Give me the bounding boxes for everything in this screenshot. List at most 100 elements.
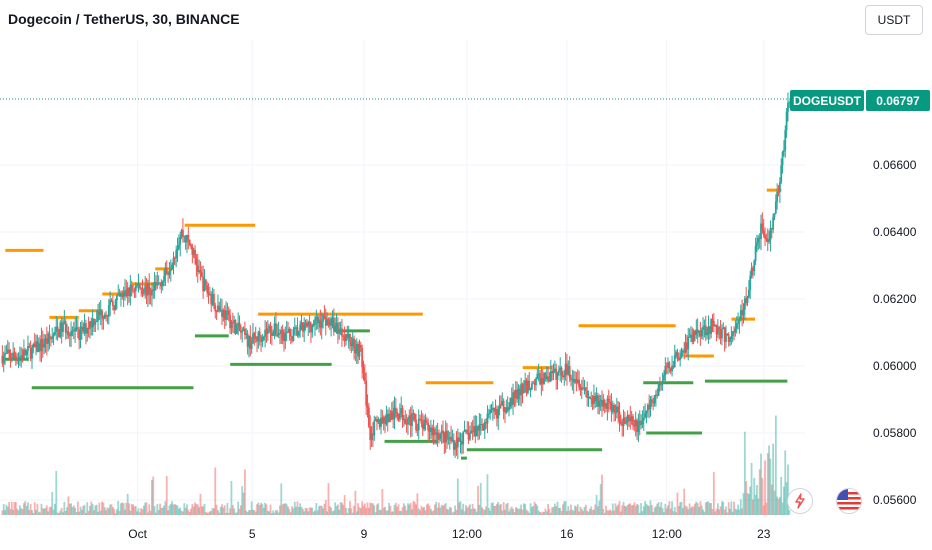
lightning-icon[interactable] [787,488,813,514]
candle-body [249,335,252,349]
candle-body [285,331,288,333]
candle-body [354,348,357,354]
volume-bar [587,511,590,515]
volume-bar [730,501,733,515]
volume-bar [45,505,48,515]
volume-bar [776,496,779,515]
candle-body [171,264,174,270]
volume-bar [649,500,652,515]
volume-bar [657,502,660,515]
candle-body [226,310,229,312]
candle-body [323,315,326,317]
volume-bar [176,505,179,515]
volume-bar [470,509,473,515]
volume-bar [551,507,554,515]
candle-body [2,355,5,364]
candle-body [412,413,415,415]
us-flag-icon[interactable] [836,488,862,514]
volume-bar [97,511,99,515]
candle-body [62,322,64,332]
candle-body [685,342,688,350]
volume-bar [151,479,153,515]
candle-body [653,395,656,404]
candle-body [397,416,400,420]
volume-bar [200,506,203,515]
volume-bar [182,511,184,515]
volume-bar [102,502,105,515]
volume-bar [138,512,141,515]
candle-body [692,330,695,342]
volume-bar [130,503,133,515]
volume-bar [582,511,585,515]
candle-body [479,424,482,426]
volume-bar [382,507,385,515]
candle-body [365,380,368,406]
volume-bar [213,508,215,515]
volume-bar [231,504,234,515]
candle-body [778,182,781,193]
volume-bar [206,512,209,515]
volume-bar [163,505,165,515]
candle-body [756,242,758,246]
candle-body [687,336,690,350]
volume-bar [442,505,444,515]
candle-body [115,295,118,301]
candle-body [509,397,512,408]
candle-body [785,111,788,131]
candle-body [202,276,205,292]
volume-bar [349,501,351,515]
candle-body [275,323,277,336]
volume-bar [459,501,462,515]
candle-body [536,373,539,379]
candle-body [568,366,571,378]
volume-bar [602,508,605,515]
candle-body [408,415,411,419]
candle-body [521,383,524,393]
candle-body [661,380,664,385]
volume-bar [447,509,450,515]
candle-body [393,407,396,420]
volume-bar [599,484,602,515]
volume-bar [469,504,471,515]
candle-body [264,329,267,337]
volume-bar [750,462,753,515]
candle-body [739,310,742,320]
volume-bar [253,510,256,515]
volume-bar [672,511,675,515]
volume-bar [634,505,637,515]
candle-body [780,165,783,183]
candle-body [698,330,700,333]
candle-body [234,320,237,334]
candle-body [16,357,19,361]
volume-bar [336,504,339,515]
candle-body [429,427,432,432]
candle-body [570,377,572,380]
currency-button[interactable]: USDT [865,5,923,35]
volume-bar [506,502,509,515]
candle-body [114,300,117,311]
volume-bar [745,481,748,515]
volume-bar [642,506,645,515]
candle-body [505,407,508,413]
volume-bar [735,509,738,515]
volume-bar [579,506,582,515]
candle-body [502,400,505,412]
volume-bar [439,507,442,515]
candle-body [312,324,315,326]
volume-bar [68,503,71,515]
candle-body [526,380,529,394]
volume-bar [747,494,750,515]
candle-body [106,315,109,317]
candle-body [611,405,614,412]
candle-body [708,326,711,334]
candle-body [747,289,750,297]
volume-bar [318,506,320,515]
volume-bar [99,510,102,515]
volume-bar [18,505,21,515]
volume-bar [346,512,349,515]
candle-body [372,433,374,436]
volume-bar [481,507,483,515]
candle-body [21,355,24,359]
volume-bar [486,474,489,515]
